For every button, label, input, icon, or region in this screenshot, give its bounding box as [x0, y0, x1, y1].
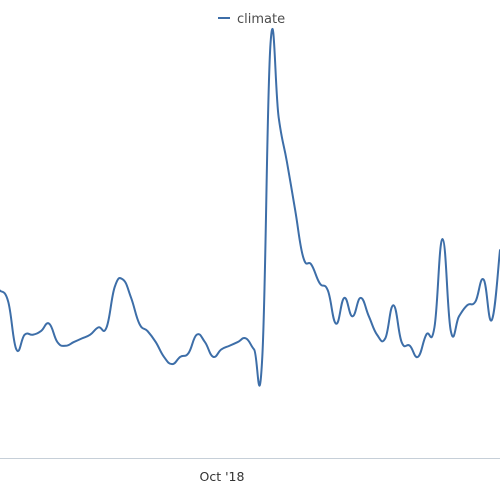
data-point[interactable]	[202, 339, 208, 345]
data-point[interactable]	[448, 328, 454, 334]
data-point[interactable]	[390, 302, 396, 308]
data-point[interactable]	[71, 339, 77, 345]
data-point[interactable]	[358, 295, 364, 301]
data-point[interactable]	[489, 317, 495, 323]
data-point[interactable]	[218, 346, 224, 352]
data-point[interactable]	[46, 321, 52, 327]
data-point[interactable]	[177, 354, 183, 360]
data-point[interactable]	[153, 339, 159, 345]
data-point[interactable]	[431, 324, 437, 330]
data-point[interactable]	[104, 324, 110, 330]
data-point[interactable]	[63, 343, 69, 349]
data-point[interactable]	[54, 339, 60, 345]
data-point[interactable]	[161, 354, 167, 360]
data-point[interactable]	[423, 332, 429, 338]
data-point[interactable]	[317, 280, 323, 286]
data-point[interactable]	[276, 115, 282, 121]
data-point[interactable]	[407, 343, 413, 349]
legend[interactable]: climate	[218, 12, 285, 27]
data-point[interactable]	[472, 299, 478, 305]
data-point[interactable]	[415, 354, 421, 360]
data-point[interactable]	[30, 332, 36, 338]
data-point[interactable]	[292, 207, 298, 213]
data-point[interactable]	[120, 277, 126, 283]
data-point[interactable]	[227, 343, 233, 349]
data-point[interactable]	[145, 328, 151, 334]
data-point[interactable]	[22, 332, 28, 338]
data-point[interactable]	[38, 328, 44, 334]
data-point[interactable]	[112, 284, 118, 290]
data-point[interactable]	[79, 335, 85, 341]
data-point[interactable]	[374, 332, 380, 338]
data-point[interactable]	[13, 346, 19, 352]
data-point[interactable]	[440, 236, 446, 242]
data-point[interactable]	[366, 313, 372, 319]
data-point[interactable]	[186, 350, 192, 356]
data-point[interactable]	[267, 41, 273, 47]
data-point[interactable]	[300, 254, 306, 260]
data-point[interactable]	[341, 295, 347, 301]
series-layer	[0, 28, 500, 387]
data-point[interactable]	[128, 295, 134, 301]
data-point[interactable]	[235, 339, 241, 345]
data-point[interactable]	[308, 262, 314, 268]
data-point[interactable]	[399, 339, 405, 345]
data-point[interactable]	[194, 332, 200, 338]
data-point[interactable]	[87, 332, 93, 338]
data-point[interactable]	[333, 321, 339, 327]
data-point[interactable]	[464, 302, 470, 308]
series-line-climate[interactable]	[0, 28, 500, 387]
data-point[interactable]	[259, 354, 265, 360]
legend-label-climate: climate	[237, 12, 285, 27]
data-point[interactable]	[349, 313, 355, 319]
data-point[interactable]	[251, 346, 257, 352]
data-point[interactable]	[210, 354, 216, 360]
data-point[interactable]	[325, 288, 331, 294]
data-point[interactable]	[95, 324, 101, 330]
data-point[interactable]	[284, 159, 290, 165]
x-tick-label-oct-18: Oct '18	[200, 469, 245, 484]
data-point[interactable]	[243, 335, 249, 341]
data-point[interactable]	[5, 299, 11, 305]
data-point[interactable]	[481, 277, 487, 283]
data-point[interactable]	[136, 321, 142, 327]
data-point[interactable]	[382, 335, 388, 341]
data-point[interactable]	[456, 313, 462, 319]
data-point[interactable]	[169, 361, 175, 367]
